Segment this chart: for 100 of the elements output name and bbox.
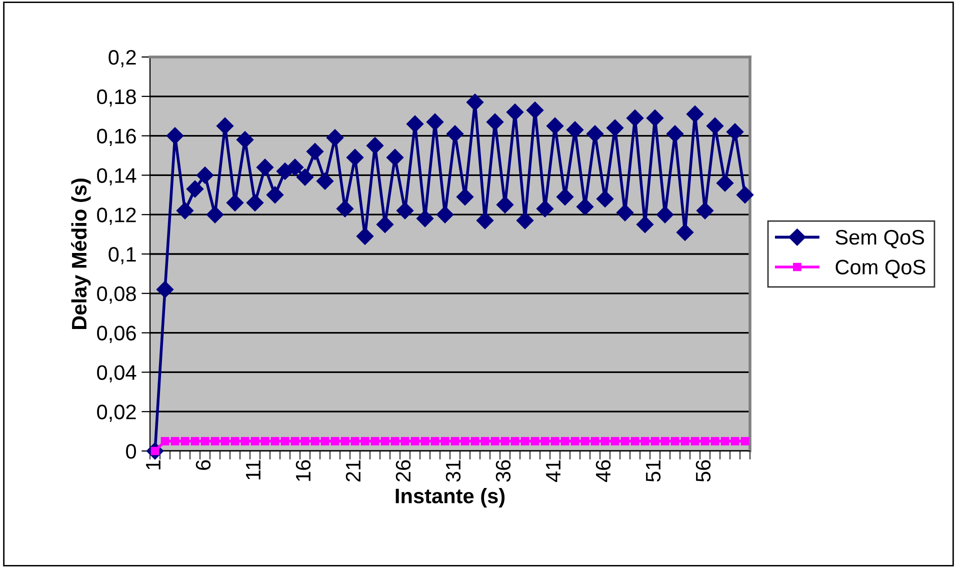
x-axis-title: Instante (s): [396, 488, 505, 508]
point: [330, 436, 340, 446]
point: [446, 125, 464, 142]
point: [650, 436, 660, 446]
point: [400, 436, 410, 446]
x-tick-label: 11: [246, 460, 260, 480]
point: [396, 202, 414, 220]
point: [176, 202, 194, 220]
point: [426, 113, 444, 131]
point: [580, 436, 590, 446]
point: [706, 117, 724, 134]
point: [320, 436, 330, 446]
point: [550, 436, 560, 446]
y-tick-label: 0,12: [97, 208, 136, 225]
y-tick-label: 0,08: [97, 286, 136, 304]
point: [566, 121, 584, 138]
x-tick-label: 1: [146, 460, 160, 470]
y-tick-label: 0,06: [97, 326, 136, 344]
point: [366, 137, 384, 154]
point: [180, 436, 190, 446]
point: [540, 436, 550, 446]
point: [186, 180, 204, 198]
point: [380, 436, 390, 446]
point: [160, 436, 170, 446]
point: [196, 166, 214, 184]
point: [166, 127, 184, 144]
point: [220, 436, 230, 446]
point: [666, 125, 684, 142]
point: [486, 113, 504, 131]
point: [480, 436, 490, 446]
point: [596, 190, 614, 208]
point: [640, 436, 650, 446]
point: [676, 224, 694, 241]
x-tick-label: 16: [296, 460, 311, 481]
point: [296, 168, 314, 186]
point: [740, 436, 750, 446]
y-tick-label: 0,16: [97, 128, 136, 146]
y-tick-label: 0,14: [97, 168, 136, 186]
point: [616, 204, 634, 222]
point: [630, 436, 640, 446]
point: [370, 436, 380, 446]
point: [376, 216, 394, 233]
point: [156, 280, 174, 298]
point: [590, 436, 600, 446]
point: [496, 196, 514, 214]
point: [710, 436, 720, 446]
point: [340, 436, 350, 446]
point: [416, 210, 434, 228]
point: [530, 436, 540, 446]
x-tick-label: 21: [346, 460, 360, 482]
x-tick-label: 6: [196, 460, 211, 470]
point: [440, 436, 450, 446]
point: [646, 110, 664, 127]
y-tick-label: 0,1: [108, 247, 136, 264]
point: [190, 436, 200, 446]
point: [356, 228, 374, 245]
y-tick-label: 0: [126, 444, 136, 459]
x-tick-label: 41: [546, 460, 560, 482]
point: [230, 436, 240, 446]
point: [680, 436, 690, 446]
y-axis-title: Delay Médio (s): [71, 178, 91, 330]
point: [310, 436, 320, 446]
point: [456, 188, 474, 206]
point: [686, 106, 704, 123]
point: [260, 436, 270, 446]
point: [420, 436, 430, 446]
point: [290, 436, 300, 446]
point: [560, 436, 570, 446]
x-tick-label: 36: [496, 460, 511, 482]
point: [610, 436, 620, 446]
point: [500, 436, 510, 446]
point: [270, 436, 280, 446]
point: [390, 436, 400, 446]
point: [546, 117, 564, 134]
point: [690, 436, 700, 446]
point: [206, 206, 224, 224]
point: [450, 436, 460, 446]
point: [336, 200, 354, 218]
point: [256, 158, 274, 176]
point: [726, 123, 744, 140]
point: [346, 148, 364, 166]
point: [600, 436, 610, 446]
point: [466, 94, 484, 111]
point: [266, 186, 284, 204]
point: [476, 212, 494, 230]
point: [460, 436, 470, 446]
x-tick-label: 51: [646, 460, 661, 482]
y-tick-label: 0,18: [97, 89, 136, 107]
point: [210, 436, 220, 446]
point: [570, 436, 580, 446]
point: [246, 194, 264, 212]
point: [620, 436, 630, 446]
point: [700, 436, 710, 446]
point: [326, 129, 344, 146]
point: [656, 206, 674, 224]
point: [360, 436, 370, 446]
x-tick-label: 46: [596, 460, 611, 482]
point: [386, 148, 404, 166]
point: [536, 200, 554, 218]
point: [286, 158, 304, 176]
